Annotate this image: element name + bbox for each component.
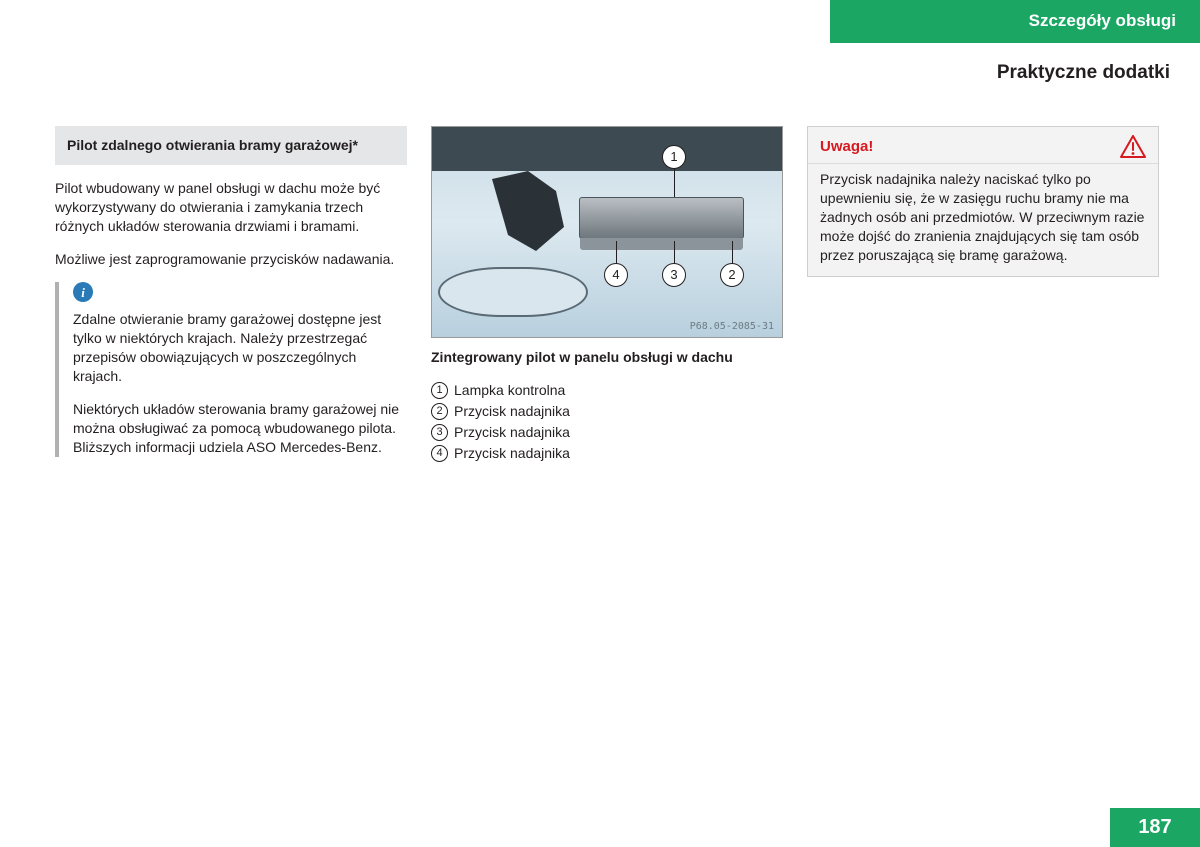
left-column: Pilot zdalnego otwierania bramy garażowe… [55, 126, 407, 471]
warning-box: Uwaga! Przycisk nadajnika należy naciska… [807, 126, 1159, 277]
callout-2: 2 [720, 263, 744, 287]
legend-label: Przycisk nadajnika [454, 423, 570, 442]
legend-item: 3 Przycisk nadajnika [431, 423, 783, 442]
header-tab: Szczegóły obsługi [830, 0, 1200, 43]
warning-title: Uwaga! [820, 137, 873, 157]
figure-illustration: 1 2 3 4 P68.05-2085-31 [431, 126, 783, 338]
page-number-badge: 187 [1110, 808, 1200, 847]
legend-label: Przycisk nadajnika [454, 444, 570, 463]
info-icon: i [73, 282, 93, 302]
info-paragraph: Zdalne otwieranie bramy garażowej dostęp… [73, 310, 407, 386]
legend-item: 2 Przycisk nadajnika [431, 402, 783, 421]
page-subtitle: Praktyczne dodatki [997, 60, 1170, 86]
figure-code: P68.05-2085-31 [690, 320, 774, 334]
overhead-panel-graphic [579, 197, 744, 239]
legend-item: 4 Przycisk nadajnika [431, 444, 783, 463]
body-paragraph: Możliwe jest zaprogramowanie przycisków … [55, 250, 407, 269]
legend-num: 1 [431, 382, 448, 399]
warning-header: Uwaga! [808, 127, 1158, 163]
mirror-graphic [438, 267, 588, 317]
info-paragraph: Niektórych układów sterowania bramy gara… [73, 400, 407, 457]
content-columns: Pilot zdalnego otwierania bramy garażowe… [55, 126, 1170, 471]
legend-num: 3 [431, 424, 448, 441]
legend-label: Lampka kontrolna [454, 381, 565, 400]
legend-label: Przycisk nadajnika [454, 402, 570, 421]
body-paragraph: Pilot wbudowany w panel obsługi w dachu … [55, 179, 407, 236]
middle-column: 1 2 3 4 P68.05-2085-31 Zintegrowany pilo… [431, 126, 783, 471]
section-title: Pilot zdalnego otwierania bramy garażowe… [55, 126, 407, 165]
right-column: Uwaga! Przycisk nadajnika należy naciska… [807, 126, 1159, 471]
legend-list: 1 Lampka kontrolna 2 Przycisk nadajnika … [431, 381, 783, 463]
callout-4: 4 [604, 263, 628, 287]
warning-triangle-icon [1120, 135, 1146, 159]
hand-graphic [492, 171, 572, 251]
warning-body: Przycisk nadajnika należy naciskać tylko… [808, 163, 1158, 276]
legend-item: 1 Lampka kontrolna [431, 381, 783, 400]
callout-3: 3 [662, 263, 686, 287]
legend-num: 2 [431, 403, 448, 420]
info-block: i Zdalne otwieranie bramy garażowej dost… [55, 282, 407, 456]
callout-1: 1 [662, 145, 686, 169]
figure-caption: Zintegrowany pilot w panelu obsługi w da… [431, 348, 783, 367]
legend-num: 4 [431, 445, 448, 462]
